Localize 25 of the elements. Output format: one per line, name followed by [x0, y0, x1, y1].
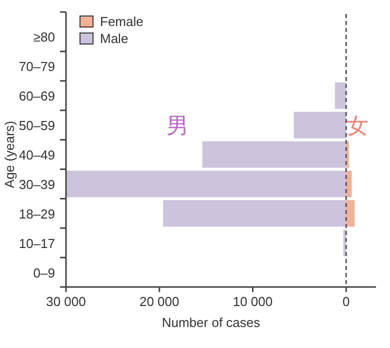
x-tick-label: 10 000 — [232, 294, 273, 309]
legend-label: Female — [100, 14, 144, 29]
y-tick-label: 70–79 — [18, 59, 55, 74]
annotation: 男 — [166, 113, 189, 138]
x-axis-title: Number of cases — [162, 315, 261, 330]
bar — [334, 82, 346, 109]
bar — [202, 141, 346, 168]
y-axis-title: Age (years) — [2, 120, 17, 188]
bar — [66, 170, 346, 198]
x-tick-label: 30 000 — [46, 294, 86, 309]
y-tick-label: 30–39 — [18, 176, 55, 192]
y-tick-label: 50–59 — [18, 118, 55, 134]
legend-label: Male — [100, 31, 128, 46]
bar — [163, 200, 346, 227]
y-tick-label: 60–69 — [18, 88, 55, 104]
bar — [294, 112, 346, 138]
x-tick-label: 20 000 — [139, 294, 180, 309]
annotation: 女 — [346, 113, 368, 138]
bar — [346, 200, 355, 227]
y-tick-label: 10–17 — [18, 236, 55, 251]
y-tick-label: 40–49 — [18, 148, 55, 162]
x-tick-label: 0 — [342, 294, 350, 309]
y-tick-label: ≥80 — [33, 30, 55, 45]
y-tick-label: 18–29 — [18, 206, 55, 222]
y-tick-label: 0–9 — [33, 265, 55, 280]
